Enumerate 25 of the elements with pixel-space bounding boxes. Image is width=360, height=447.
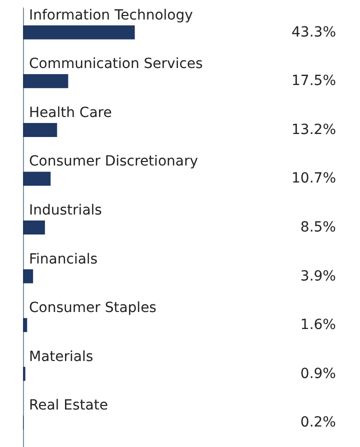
bar [23, 74, 68, 88]
data-label: 8.5% [300, 220, 336, 236]
data-label: 3.9% [300, 268, 336, 284]
bar [23, 318, 28, 332]
bar [23, 172, 51, 186]
y-tick-label: Materials [29, 348, 94, 365]
data-label: 10.7% [292, 170, 336, 187]
data-label: 0.9% [300, 366, 336, 382]
y-tick-label: Health Care [29, 104, 112, 121]
bar [23, 25, 135, 40]
data-label: 13.2% [292, 122, 336, 138]
y-tick-label: Real Estate [29, 398, 108, 414]
data-label: 1.6% [300, 317, 336, 334]
y-tick-label: Industrials [29, 202, 102, 218]
y-tick-label: Information Technology [29, 7, 193, 24]
data-label: 0.2% [300, 414, 336, 431]
bar [23, 269, 34, 284]
bar [23, 220, 45, 234]
y-tick-label: Consumer Discretionary [29, 154, 198, 170]
data-label: 17.5% [292, 73, 336, 90]
y-tick-label: Financials [29, 251, 98, 268]
bar [23, 122, 58, 137]
y-tick-label: Consumer Staples [29, 300, 156, 316]
data-label: 43.3% [292, 24, 336, 40]
y-tick-label: Communication Services [29, 56, 203, 72]
